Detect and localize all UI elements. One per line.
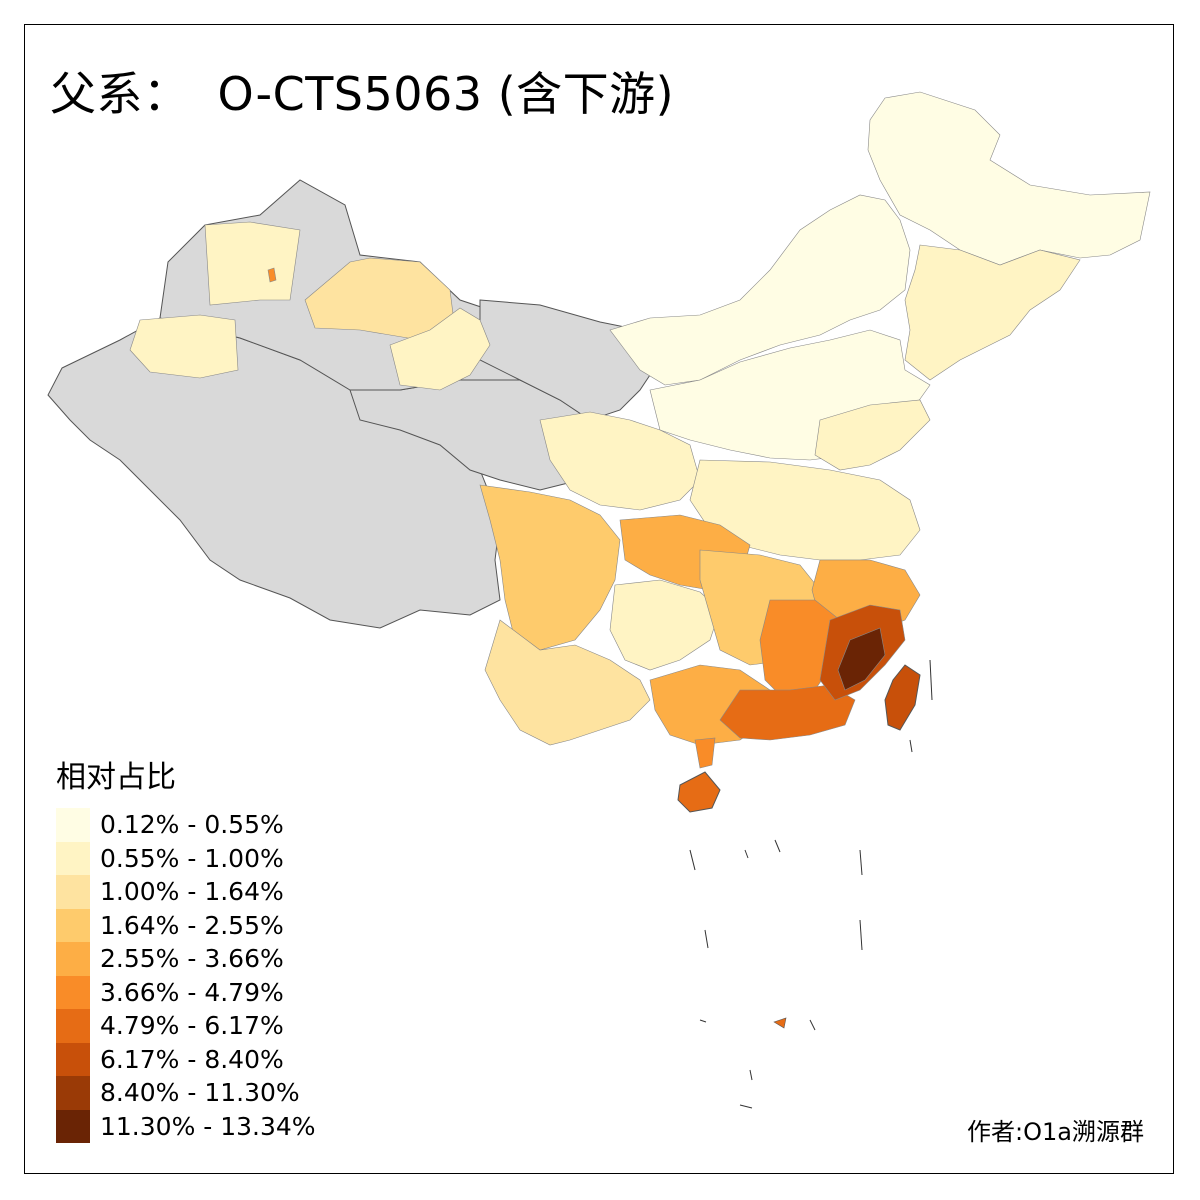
legend-item: 1.64% - 2.55% bbox=[56, 908, 316, 942]
region-ili bbox=[129, 314, 239, 379]
legend-swatch bbox=[56, 875, 90, 909]
legend-swatch bbox=[56, 1009, 90, 1043]
map-title: 父系： O-CTS5063 (含下游) bbox=[50, 58, 674, 124]
legend-item: 8.40% - 11.30% bbox=[56, 1076, 316, 1110]
legend-swatch bbox=[56, 975, 90, 1009]
region-jilin-liaoning bbox=[904, 244, 1081, 381]
region-guizhou bbox=[609, 579, 721, 671]
legend-item: 6.17% - 8.40% bbox=[56, 1042, 316, 1076]
legend-swatch bbox=[56, 808, 90, 842]
legend-label: 1.64% - 2.55% bbox=[100, 910, 284, 940]
region-shandong bbox=[814, 399, 931, 471]
legend-swatch bbox=[56, 1109, 90, 1143]
legend-swatch bbox=[56, 1042, 90, 1076]
legend-label: 6.17% - 8.40% bbox=[100, 1044, 284, 1074]
legend: 相对占比 0.12% - 0.55% 0.55% - 1.00% 1.00% - 1… bbox=[56, 752, 316, 1143]
legend-label: 4.79% - 6.17% bbox=[100, 1011, 284, 1041]
legend-swatch bbox=[56, 1076, 90, 1110]
region-sichuan-west bbox=[479, 484, 621, 651]
legend-swatch bbox=[56, 908, 90, 942]
title-haplogroup: O-CTS5063 (含下游) bbox=[217, 67, 675, 121]
legend-label: 2.55% - 3.66% bbox=[100, 944, 284, 974]
legend-item: 0.12% - 0.55% bbox=[56, 808, 316, 842]
region-heilongjiang bbox=[867, 91, 1151, 266]
region-urumqi bbox=[267, 267, 277, 283]
region-yili-north bbox=[204, 221, 301, 306]
legend-title: 相对占比 bbox=[56, 760, 176, 795]
legend-label: 0.12% - 0.55% bbox=[100, 810, 284, 840]
region-altay bbox=[304, 257, 456, 341]
legend-swatch bbox=[56, 841, 90, 875]
region-guangdong bbox=[719, 684, 856, 741]
legend-label: 0.55% - 1.00% bbox=[100, 843, 284, 873]
region-hainan bbox=[677, 771, 721, 813]
region-taiwan bbox=[884, 664, 921, 731]
legend-label: 3.66% - 4.79% bbox=[100, 977, 284, 1007]
legend-item: 11.30% - 13.34% bbox=[56, 1109, 316, 1143]
legend-item: 0.55% - 1.00% bbox=[56, 841, 316, 875]
south-sea-islands bbox=[689, 659, 933, 1109]
legend-label: 11.30% - 13.34% bbox=[100, 1111, 316, 1141]
legend-item: 4.79% - 6.17% bbox=[56, 1009, 316, 1043]
region-loess bbox=[539, 411, 701, 511]
legend-swatch bbox=[56, 942, 90, 976]
legend-rows: 0.12% - 0.55% 0.55% - 1.00% 1.00% - 1.64% 1… bbox=[56, 808, 316, 1143]
legend-item: 2.55% - 3.66% bbox=[56, 942, 316, 976]
legend-item: 1.00% - 1.64% bbox=[56, 875, 316, 909]
author-credit: 作者:O1a溯源群 bbox=[967, 1118, 1144, 1146]
region-leizhou bbox=[694, 737, 716, 769]
region-hami bbox=[389, 307, 491, 391]
region-island-orange bbox=[773, 1017, 787, 1029]
region-yunnan bbox=[484, 619, 651, 746]
legend-label: 1.00% - 1.64% bbox=[100, 877, 284, 907]
region-inner-mongolia bbox=[609, 194, 911, 386]
region-fujian-coast bbox=[837, 627, 886, 691]
legend-label: 8.40% - 11.30% bbox=[100, 1078, 300, 1108]
title-prefix: 父系： bbox=[50, 67, 190, 121]
legend-item: 3.66% - 4.79% bbox=[56, 975, 316, 1009]
